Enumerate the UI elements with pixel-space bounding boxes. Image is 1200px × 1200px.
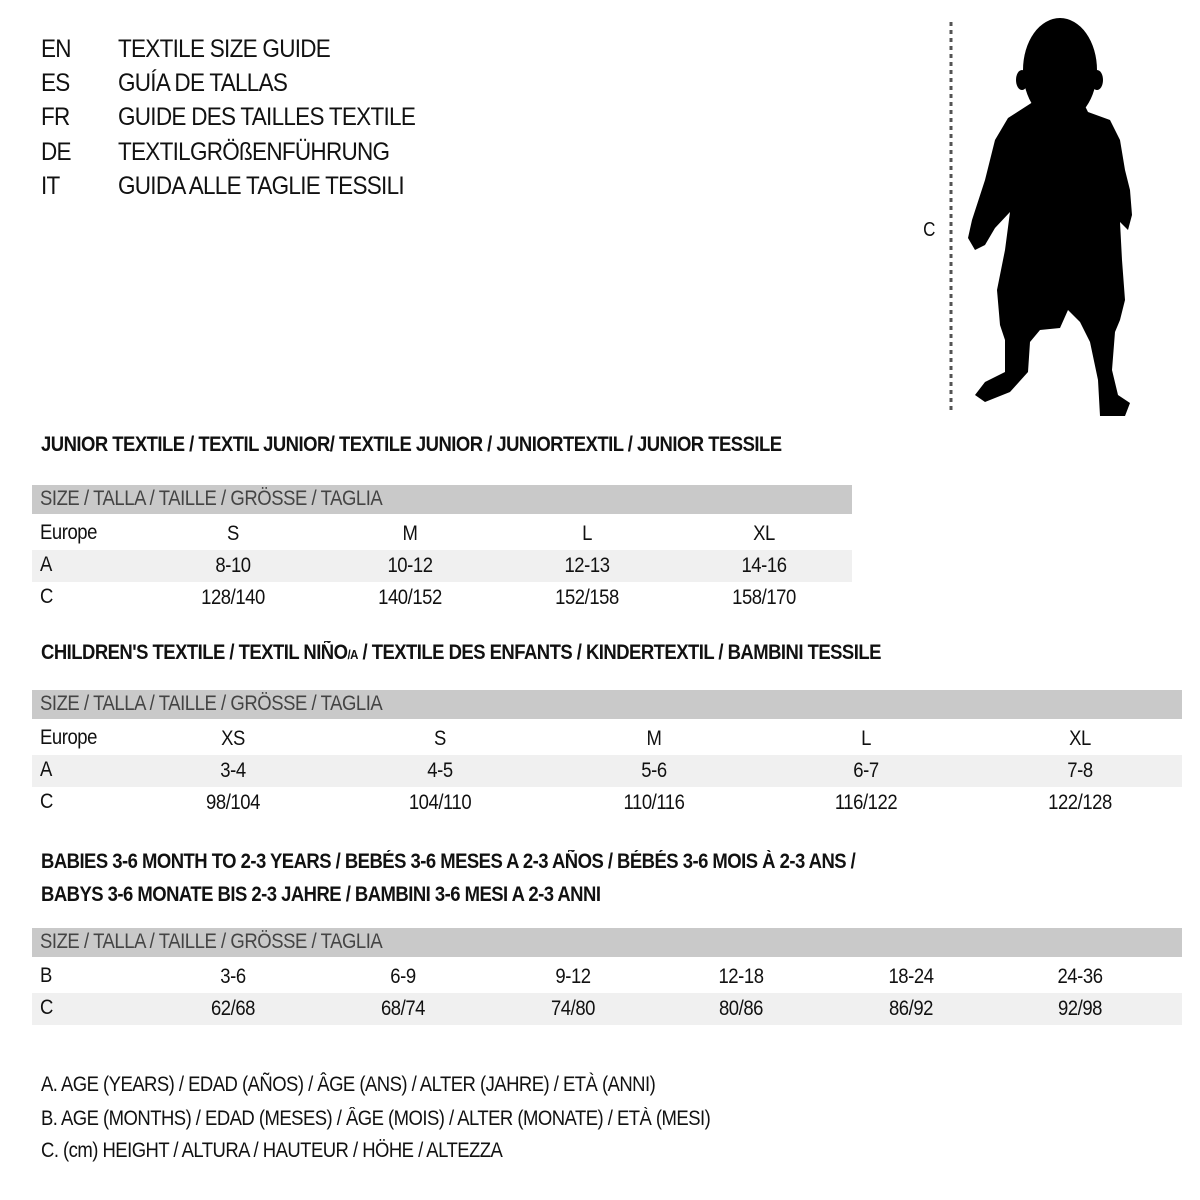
table-header-row: SIZE / TALLA / TAILLE / GRÖSSE / TAGLIA xyxy=(32,928,1182,957)
lang-code: IT xyxy=(41,172,60,200)
child-silhouette-icon xyxy=(949,18,1132,416)
junior-size-table: SIZE / TALLA / TAILLE / GRÖSSE / TAGLIA … xyxy=(32,485,852,614)
table-row: Europe XS S M L XL xyxy=(32,723,1182,755)
table-row: C 128/140 140/152 152/158 158/170 xyxy=(32,582,852,614)
row-label: A xyxy=(40,757,52,781)
cell: 98/104 xyxy=(206,791,260,814)
cell: 6-9 xyxy=(390,965,416,988)
header-label: SIZE / TALLA / TAILLE / GRÖSSE / TAGLIA xyxy=(40,929,383,953)
cell: S xyxy=(227,522,239,545)
cell: M xyxy=(402,522,418,545)
legend-b: B. AGE (MONTHS) / EDAD (MESES) / ÂGE (MO… xyxy=(41,1107,711,1130)
cell: L xyxy=(861,727,871,750)
section-title-babies: BABIES 3-6 MONTH TO 2-3 YEARS / BEBÉS 3-… xyxy=(41,850,856,873)
table-row: C 62/68 68/74 74/80 80/86 86/92 92/98 xyxy=(32,993,1182,1025)
measure-label: C xyxy=(923,219,936,241)
lang-code: ES xyxy=(41,69,70,97)
cell: 14-16 xyxy=(741,554,787,577)
section-title-babies-line2: BABYS 3-6 MONATE BIS 2-3 JAHRE / BAMBINI… xyxy=(41,883,601,906)
title-text: TEXTILE SIZE GUIDE xyxy=(118,35,331,63)
table-row: A 3-4 4-5 5-6 6-7 7-8 xyxy=(32,755,1182,787)
cell: 12-18 xyxy=(718,965,764,988)
row-label: C xyxy=(40,584,53,608)
cell: S xyxy=(434,727,446,750)
cell: XS xyxy=(221,727,245,750)
section-title-junior: JUNIOR TEXTILE / TEXTIL JUNIOR/ TEXTILE … xyxy=(41,433,782,456)
cell: 116/122 xyxy=(834,791,898,814)
title-text: GUÍA DE TALLAS xyxy=(118,69,288,97)
table-row: A 8-10 10-12 12-13 14-16 xyxy=(32,550,852,582)
cell: 122/128 xyxy=(1048,791,1112,814)
cell: 10-12 xyxy=(387,554,433,577)
babies-size-table: SIZE / TALLA / TAILLE / GRÖSSE / TAGLIA … xyxy=(32,928,1182,1025)
cell: 18-24 xyxy=(888,965,934,988)
cell: XL xyxy=(1069,727,1091,750)
row-label: C xyxy=(40,995,53,1019)
cell: 104/110 xyxy=(408,791,472,814)
cell: 8-10 xyxy=(215,554,251,577)
title-text: GUIDA ALLE TAGLIE TESSILI xyxy=(118,172,405,200)
cell: 9-12 xyxy=(555,965,591,988)
lang-code: FR xyxy=(41,103,70,131)
header-label: SIZE / TALLA / TAILLE / GRÖSSE / TAGLIA xyxy=(40,691,383,715)
table-header-row: SIZE / TALLA / TAILLE / GRÖSSE / TAGLIA xyxy=(32,485,852,514)
title-part: / TEXTILE DES ENFANTS / KINDERTEXTIL / B… xyxy=(357,641,881,664)
lang-code: EN xyxy=(41,35,72,63)
row-label: C xyxy=(40,789,53,813)
table-header-row: SIZE / TALLA / TAILLE / GRÖSSE / TAGLIA xyxy=(32,690,1182,719)
cell: 3-6 xyxy=(220,965,246,988)
cell: 158/170 xyxy=(732,586,796,609)
cell: XL xyxy=(753,522,775,545)
cell: 140/152 xyxy=(378,586,442,609)
cell: 80/86 xyxy=(718,997,764,1020)
title-part: CHILDREN'S TEXTILE / TEXTIL NIÑO xyxy=(41,641,348,664)
cell: 7-8 xyxy=(1067,759,1093,782)
legend-c: C. (cm) HEIGHT / ALTURA / HAUTEUR / HÖHE… xyxy=(41,1139,503,1162)
cell: 3-4 xyxy=(220,759,246,782)
cell: 110/116 xyxy=(623,791,685,814)
row-label: B xyxy=(40,963,52,987)
cell: 92/98 xyxy=(1057,997,1103,1020)
cell: M xyxy=(646,727,662,750)
legend-a: A. AGE (YEARS) / EDAD (AÑOS) / ÂGE (ANS)… xyxy=(41,1073,656,1096)
cell: L xyxy=(582,522,592,545)
cell: 62/68 xyxy=(210,997,256,1020)
title-text: GUIDE DES TAILLES TEXTILE xyxy=(118,103,416,131)
children-size-table: SIZE / TALLA / TAILLE / GRÖSSE / TAGLIA … xyxy=(32,690,1182,819)
cell: 4-5 xyxy=(427,759,453,782)
cell: 128/140 xyxy=(201,586,265,609)
table-row: C 98/104 104/110 110/116 116/122 122/128 xyxy=(32,787,1182,819)
section-title-children: CHILDREN'S TEXTILE / TEXTIL NIÑO/A / TEX… xyxy=(41,641,881,665)
cell: 74/80 xyxy=(550,997,596,1020)
table-row: Europe S M L XL xyxy=(32,518,852,550)
cell: 152/158 xyxy=(555,586,619,609)
lang-code: DE xyxy=(41,138,72,166)
cell: 86/92 xyxy=(888,997,934,1020)
header-label: SIZE / TALLA / TAILLE / GRÖSSE / TAGLIA xyxy=(40,486,383,510)
cell: 5-6 xyxy=(641,759,667,782)
table-row: B 3-6 6-9 9-12 12-18 18-24 24-36 xyxy=(32,961,1182,993)
title-text: TEXTILGRÖßENFÜHRUNG xyxy=(118,138,390,166)
cell: 68/74 xyxy=(380,997,426,1020)
row-label: Europe xyxy=(40,520,97,544)
cell: 24-36 xyxy=(1057,965,1103,988)
row-label: A xyxy=(40,552,52,576)
title-subscript: /A xyxy=(347,647,358,662)
cell: 12-13 xyxy=(564,554,610,577)
cell: 6-7 xyxy=(853,759,879,782)
row-label: Europe xyxy=(40,725,97,749)
